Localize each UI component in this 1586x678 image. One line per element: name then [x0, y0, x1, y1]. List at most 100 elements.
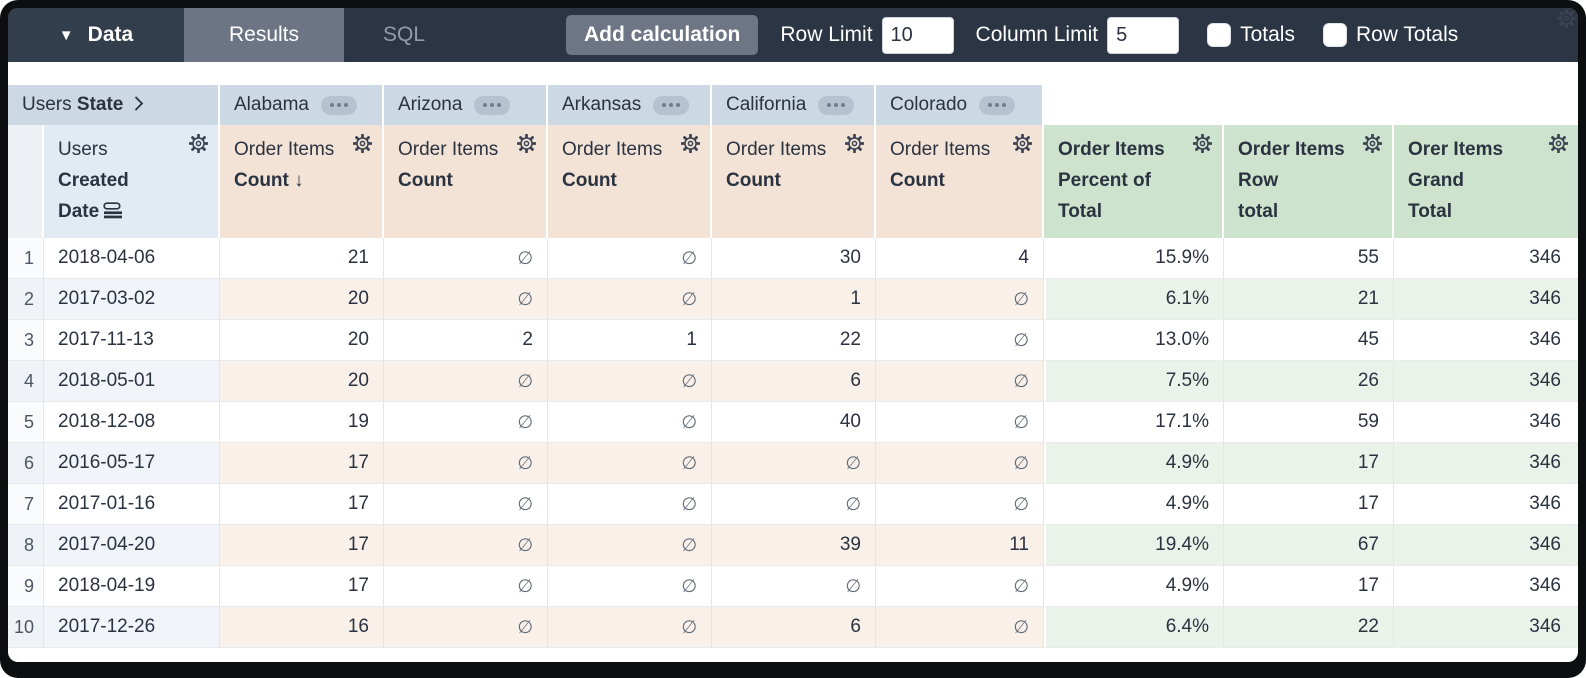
measure-cell[interactable]: ∅ — [384, 484, 548, 525]
measure-cell[interactable]: 17 — [220, 443, 384, 484]
measure-cell[interactable]: 6 — [712, 361, 876, 402]
measure-cell[interactable]: ∅ — [876, 279, 1044, 320]
date-cell[interactable]: 2017-11-13 — [44, 320, 220, 361]
measure-cell[interactable]: 30 — [712, 238, 876, 279]
gear-icon[interactable] — [844, 133, 865, 154]
measure-cell[interactable]: ∅ — [384, 361, 548, 402]
measure-cell[interactable]: 4 — [876, 238, 1044, 279]
measure-cell[interactable]: ∅ — [712, 443, 876, 484]
measure-cell[interactable]: ∅ — [548, 484, 712, 525]
measure-cell[interactable]: 20 — [220, 361, 384, 402]
percent-of-total-cell[interactable]: 4.9% — [1044, 566, 1224, 607]
date-cell[interactable]: 2018-05-01 — [44, 361, 220, 402]
pivot-value-header[interactable]: Arkansas — [548, 85, 712, 125]
ellipsis-menu-icon[interactable] — [321, 95, 357, 115]
measure-cell[interactable]: 40 — [712, 402, 876, 443]
pivot-value-header[interactable]: Arizona — [384, 85, 548, 125]
row-total-cell[interactable]: 59 — [1224, 402, 1394, 443]
data-section-toggle[interactable]: ▼ Data — [8, 8, 184, 62]
date-cell[interactable]: 2018-12-08 — [44, 402, 220, 443]
row-total-cell[interactable]: 55 — [1224, 238, 1394, 279]
column-header-order-items-count[interactable]: Order Items Count ↓ — [220, 125, 384, 238]
measure-cell[interactable]: 20 — [220, 320, 384, 361]
column-header-users-created-date[interactable]: Users Created Date — [44, 125, 220, 238]
gear-icon[interactable] — [188, 133, 209, 154]
gear-icon[interactable] — [1548, 133, 1569, 154]
ellipsis-menu-icon[interactable] — [979, 95, 1016, 115]
row-total-cell[interactable]: 22 — [1224, 607, 1394, 648]
measure-cell[interactable]: ∅ — [876, 607, 1044, 648]
column-header-order-items-count[interactable]: Order Items Count — [384, 125, 548, 238]
row-limit-input[interactable] — [881, 16, 954, 54]
measure-cell[interactable]: ∅ — [548, 443, 712, 484]
pivot-value-header[interactable]: California — [712, 85, 876, 125]
ellipsis-menu-icon[interactable] — [818, 95, 855, 115]
date-cell[interactable]: 2016-05-17 — [44, 443, 220, 484]
measure-cell[interactable]: 2 — [384, 320, 548, 361]
pivot-value-header[interactable]: Colorado — [876, 85, 1044, 125]
measure-cell[interactable]: ∅ — [876, 402, 1044, 443]
measure-cell[interactable]: 6 — [712, 607, 876, 648]
measure-cell[interactable]: 20 — [220, 279, 384, 320]
row-total-cell[interactable]: 67 — [1224, 525, 1394, 566]
totals-checkbox[interactable] — [1207, 23, 1232, 47]
measure-cell[interactable]: 1 — [712, 279, 876, 320]
measure-cell[interactable]: ∅ — [548, 361, 712, 402]
tab-sql[interactable]: SQL — [382, 23, 426, 46]
measure-cell[interactable]: ∅ — [876, 361, 1044, 402]
grand-total-cell[interactable]: 346 — [1394, 566, 1578, 607]
column-header-calculation[interactable]: Order Items Row total — [1224, 125, 1394, 238]
date-cell[interactable]: 2017-04-20 — [44, 525, 220, 566]
ellipsis-menu-icon[interactable] — [653, 95, 690, 115]
date-cell[interactable]: 2017-12-26 — [44, 607, 220, 648]
pivot-dimension-header[interactable]: Users State — [8, 8, 1577, 125]
tab-results[interactable]: Results — [184, 8, 344, 62]
column-header-order-items-count[interactable]: Order Items Count — [876, 125, 1044, 238]
measure-cell[interactable]: ∅ — [384, 566, 548, 607]
measure-cell[interactable]: 16 — [220, 607, 384, 648]
measure-cell[interactable]: ∅ — [548, 566, 712, 607]
date-cell[interactable]: 2018-04-06 — [44, 238, 220, 279]
measure-cell[interactable]: 39 — [712, 525, 876, 566]
ellipsis-menu-icon[interactable] — [474, 95, 511, 115]
measure-cell[interactable]: ∅ — [712, 484, 876, 525]
percent-of-total-cell[interactable]: 6.4% — [1044, 607, 1224, 648]
percent-of-total-cell[interactable]: 4.9% — [1044, 443, 1224, 484]
measure-cell[interactable]: ∅ — [384, 525, 548, 566]
grand-total-cell[interactable]: 346 — [1394, 238, 1578, 279]
gear-icon[interactable] — [680, 133, 701, 154]
gear-icon[interactable] — [1192, 133, 1213, 154]
date-cell[interactable]: 2018-04-19 — [44, 566, 220, 607]
measure-cell[interactable]: ∅ — [876, 320, 1044, 361]
measure-cell[interactable]: 21 — [220, 238, 384, 279]
measure-cell[interactable]: ∅ — [384, 402, 548, 443]
measure-cell[interactable]: ∅ — [548, 238, 712, 279]
gear-icon[interactable] — [516, 133, 537, 154]
measure-cell[interactable]: 1 — [548, 320, 712, 361]
grand-total-cell[interactable]: 346 — [1394, 279, 1578, 320]
column-limit-input[interactable] — [1107, 16, 1180, 54]
measure-cell[interactable]: ∅ — [548, 279, 712, 320]
grand-total-cell[interactable]: 346 — [1394, 402, 1578, 443]
row-total-cell[interactable]: 26 — [1224, 361, 1394, 402]
grand-total-cell[interactable]: 346 — [1394, 525, 1578, 566]
percent-of-total-cell[interactable]: 7.5% — [1044, 361, 1224, 402]
row-total-cell[interactable]: 45 — [1224, 320, 1394, 361]
measure-cell[interactable]: ∅ — [712, 566, 876, 607]
measure-cell[interactable]: ∅ — [548, 607, 712, 648]
measure-cell[interactable]: 22 — [712, 320, 876, 361]
measure-cell[interactable]: ∅ — [384, 607, 548, 648]
gear-icon[interactable] — [1362, 133, 1383, 154]
percent-of-total-cell[interactable]: 13.0% — [1044, 320, 1224, 361]
percent-of-total-cell[interactable]: 4.9% — [1044, 484, 1224, 525]
percent-of-total-cell[interactable]: 19.4% — [1044, 525, 1224, 566]
row-total-cell[interactable]: 17 — [1224, 566, 1394, 607]
column-header-order-items-count[interactable]: Order Items Count — [712, 125, 876, 238]
measure-cell[interactable]: 17 — [220, 566, 384, 607]
row-totals-checkbox[interactable] — [1322, 23, 1347, 47]
gear-icon[interactable] — [1012, 133, 1033, 154]
percent-of-total-cell[interactable]: 6.1% — [1044, 279, 1224, 320]
date-cell[interactable]: 2017-01-16 — [44, 484, 220, 525]
column-header-order-items-count[interactable]: Order Items Count — [548, 125, 712, 238]
row-total-cell[interactable]: 17 — [1224, 484, 1394, 525]
